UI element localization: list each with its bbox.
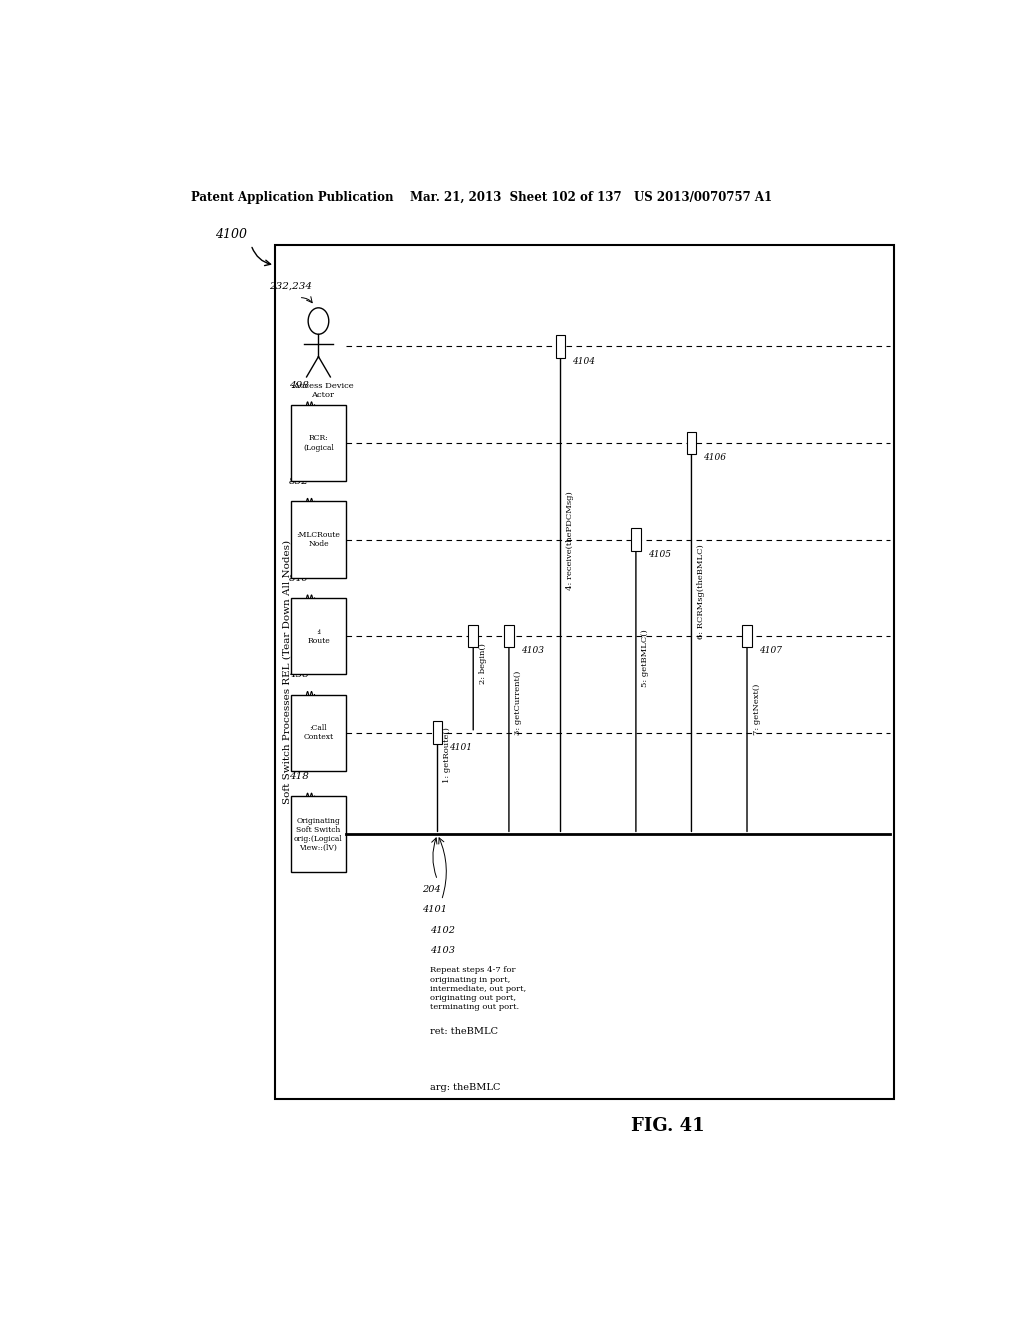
Text: 6: RCRMsg(theBMLC): 6: RCRMsg(theBMLC) — [697, 544, 705, 639]
Text: 4101: 4101 — [422, 906, 446, 915]
Text: RCR:
(Logical: RCR: (Logical — [303, 434, 334, 451]
Text: Repeat steps 4-7 for
originating in port,
intermediate, out port,
originating ou: Repeat steps 4-7 for originating in port… — [430, 966, 525, 1011]
Bar — [433, 722, 442, 744]
Text: 4104: 4104 — [572, 356, 595, 366]
Bar — [631, 528, 641, 550]
Bar — [291, 405, 346, 480]
Text: 7: getNext(): 7: getNext() — [753, 684, 761, 735]
Text: 4103: 4103 — [521, 647, 544, 655]
Text: :MLCRoute
Node: :MLCRoute Node — [297, 531, 340, 548]
Text: 1: getRoute(): 1: getRoute() — [443, 727, 451, 784]
Text: 232,234: 232,234 — [269, 281, 312, 290]
Bar — [291, 694, 346, 771]
Text: 4106: 4106 — [703, 453, 726, 462]
Text: :i
Route: :i Route — [307, 627, 330, 644]
Bar — [291, 598, 346, 675]
Text: arg: theBMLC: arg: theBMLC — [430, 1084, 500, 1093]
Text: Originating
Soft Switch
orig:(Logical
View::(lV): Originating Soft Switch orig:(Logical Vi… — [294, 817, 343, 853]
Text: 3: getCurrent(): 3: getCurrent() — [514, 671, 522, 735]
Text: 4: receive(thePDCMsg): 4: receive(thePDCMsg) — [566, 491, 574, 590]
Text: :Call
Context: :Call Context — [303, 725, 334, 742]
Text: 4103: 4103 — [430, 946, 455, 956]
Bar — [687, 432, 696, 454]
Text: 4107: 4107 — [759, 647, 782, 655]
Text: 5: getBMLC(): 5: getBMLC() — [641, 630, 649, 686]
Bar — [291, 502, 346, 578]
Bar — [742, 624, 752, 647]
Text: 418: 418 — [289, 772, 308, 781]
Text: 840: 840 — [289, 574, 308, 582]
Bar — [504, 624, 514, 647]
Text: 4102: 4102 — [430, 925, 455, 935]
Bar — [274, 244, 894, 1098]
Bar — [468, 624, 478, 647]
Text: Soft Switch Processes REL (Tear Down All Nodes): Soft Switch Processes REL (Tear Down All… — [283, 540, 291, 804]
Text: :Access Device
Actor: :Access Device Actor — [291, 381, 353, 399]
Text: 2: begin(): 2: begin() — [479, 644, 486, 684]
Bar — [556, 335, 565, 358]
Text: 4100: 4100 — [215, 228, 247, 242]
Text: 438: 438 — [289, 671, 308, 680]
Text: 4105: 4105 — [648, 549, 671, 558]
Text: FIG. 41: FIG. 41 — [631, 1117, 705, 1135]
Text: Patent Application Publication    Mar. 21, 2013  Sheet 102 of 137   US 2013/0070: Patent Application Publication Mar. 21, … — [191, 191, 773, 203]
Text: 852: 852 — [289, 478, 308, 486]
Text: 4101: 4101 — [450, 743, 472, 752]
Text: 204: 204 — [422, 886, 440, 894]
Bar — [291, 796, 346, 873]
Text: 498: 498 — [289, 380, 308, 389]
Text: ret: theBMLC: ret: theBMLC — [430, 1027, 498, 1036]
